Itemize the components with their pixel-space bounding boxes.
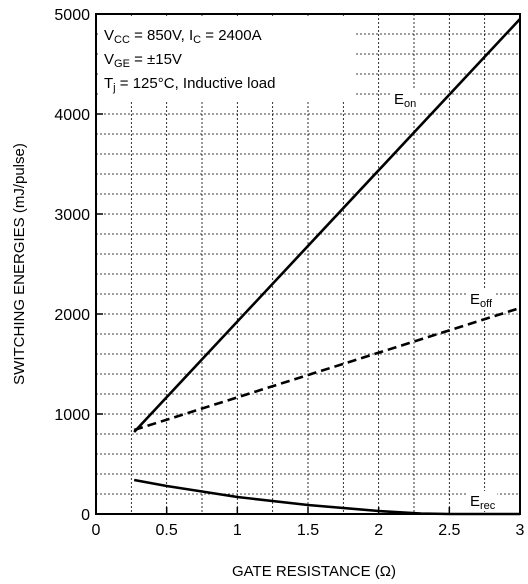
annotation-bg xyxy=(98,16,356,100)
series-labels: Eon Eoff Erec xyxy=(392,89,498,512)
x-tick-label: 2.5 xyxy=(438,522,460,539)
series-label-bg xyxy=(468,491,498,511)
series-line-eoff xyxy=(133,306,521,432)
series-label-eon: Eon xyxy=(394,91,416,110)
series-label-bg xyxy=(392,89,419,109)
series-label-bg xyxy=(468,289,495,309)
y-tick-label: 1000 xyxy=(54,407,90,424)
y-tick-label: 2000 xyxy=(54,307,90,324)
condition-line: VGE = ±15V xyxy=(104,51,182,70)
series-line-erec xyxy=(133,478,520,516)
y-tick-label: 4000 xyxy=(54,107,90,124)
condition-line: Tj = 125°C, Inductive load xyxy=(104,75,275,94)
y-tick-label: 0 xyxy=(81,507,90,524)
series-label-erec: Erec xyxy=(470,493,496,512)
x-tick-label: 1.5 xyxy=(297,522,319,539)
x-tick-label: 3 xyxy=(516,522,525,539)
x-tick-label: 0 xyxy=(92,522,101,539)
series-line-eon xyxy=(133,18,521,433)
y-tick-label: 5000 xyxy=(54,7,90,24)
x-tick-label: 2 xyxy=(374,522,383,539)
x-tick-label: 1 xyxy=(233,522,242,539)
tick-labels: 0 0.5 1 1.5 2 2.5 3 0 1000 2000 3000 4000 5000 xyxy=(54,7,524,539)
x-axis-title: GATE RESISTANCE (Ω) xyxy=(232,563,396,580)
y-axis-title: SWITCHING ENERGIES (mJ/pulse) xyxy=(11,143,28,385)
y-tick-label: 3000 xyxy=(54,207,90,224)
condition-line: VCC = 850V, IC = 2400A xyxy=(104,27,262,46)
x-tick-label: 0.5 xyxy=(156,522,178,539)
series-label-eoff: Eoff xyxy=(470,291,493,310)
conditions-annotation: VCC = 850V, IC = 2400A VGE = ±15V Tj = 125… xyxy=(98,16,356,100)
